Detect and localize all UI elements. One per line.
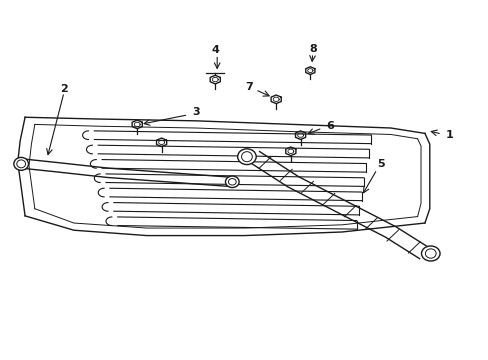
Text: 6: 6 (325, 121, 333, 131)
Ellipse shape (14, 157, 28, 170)
Ellipse shape (425, 249, 435, 258)
Text: 8: 8 (308, 44, 316, 54)
Text: 2: 2 (60, 84, 68, 94)
Ellipse shape (17, 160, 25, 168)
Ellipse shape (421, 246, 439, 261)
Text: 3: 3 (191, 107, 199, 117)
Ellipse shape (241, 152, 252, 162)
Text: 7: 7 (245, 82, 253, 92)
Text: 5: 5 (376, 159, 384, 169)
Text: 1: 1 (445, 130, 452, 140)
Ellipse shape (237, 149, 256, 165)
Ellipse shape (225, 176, 239, 188)
Ellipse shape (228, 179, 236, 185)
Text: 4: 4 (211, 45, 219, 55)
